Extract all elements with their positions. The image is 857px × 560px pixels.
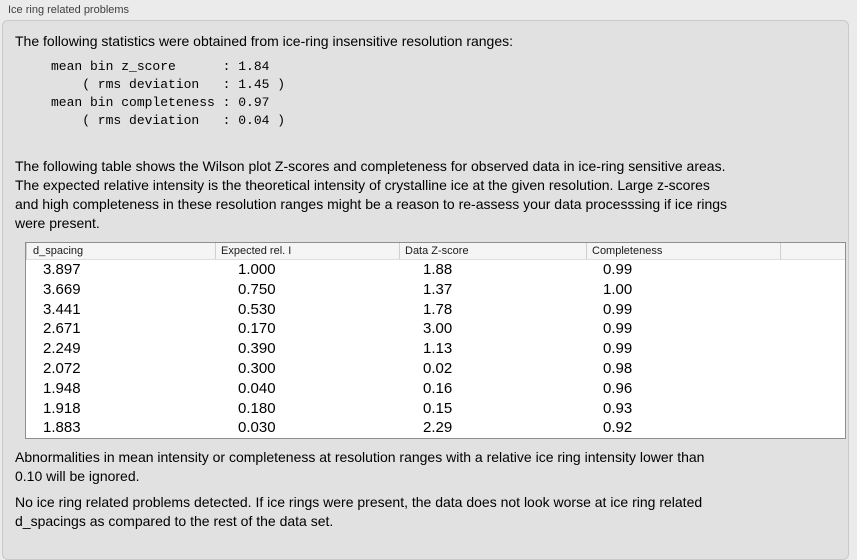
table-cell: 0.390	[238, 340, 276, 358]
table-cell: 2.249	[43, 340, 81, 358]
column-header-expected-rel-i[interactable]: Expected rel. I	[215, 243, 399, 259]
table-cell: 0.92	[603, 419, 633, 437]
table-cell: 3.669	[43, 280, 81, 298]
table-cell-empty	[780, 260, 845, 280]
conclusion-text: No ice ring related problems detected. I…	[15, 494, 703, 530]
section-title: Ice ring related problems	[8, 4, 130, 16]
table-cell: 0.180	[238, 399, 276, 417]
table-cell: 3.897	[43, 261, 81, 278]
stats-block: mean bin z_score : 1.84 ( rms deviation …	[51, 59, 286, 128]
table-cell: 1.88	[423, 261, 453, 278]
table-cell: 0.15	[423, 399, 453, 417]
table-cell: 0.16	[423, 379, 453, 397]
table-cell: 0.99	[603, 261, 633, 278]
ignore-note-text: Abnormalities in mean intensity or compl…	[15, 449, 705, 485]
table-cell: 0.98	[603, 359, 633, 377]
table-cell-empty	[780, 300, 845, 320]
table-cell-empty	[780, 399, 845, 419]
table-cell: 1.000	[238, 261, 276, 278]
table-row[interactable]: 2.249 0.390 1.13 0.99	[26, 339, 845, 359]
table-row[interactable]: 3.669 0.750 1.37 1.00	[26, 280, 845, 300]
table-cell: 3.441	[43, 300, 81, 318]
table-cell: 0.170	[238, 320, 276, 338]
table-cell-empty	[780, 418, 845, 438]
table-row[interactable]: 3.897 1.000 1.88 0.99	[26, 260, 845, 280]
table-cell-empty	[780, 339, 845, 359]
table-cell: 1.918	[43, 399, 81, 417]
table-cell: 2.671	[43, 320, 81, 338]
table-header-row: d_spacing Expected rel. I Data Z-score Comp…	[26, 243, 845, 260]
table-cell: 0.99	[603, 300, 633, 318]
table-cell: 0.530	[238, 300, 276, 318]
table-cell: 0.040	[238, 379, 276, 397]
table-cell: 1.78	[423, 300, 453, 318]
ice-ring-table: d_spacing Expected rel. I Data Z-score Comp…	[25, 242, 846, 440]
table-cell: 0.750	[238, 280, 276, 298]
table-intro-text: The following table shows the Wilson plo…	[15, 158, 728, 231]
table-cell: 0.99	[603, 340, 633, 358]
table-row[interactable]: 3.441 0.530 1.78 0.99	[26, 300, 845, 320]
table-row[interactable]: 1.883 0.030 2.29 0.92	[26, 418, 845, 438]
table-cell: 0.030	[238, 419, 276, 437]
table-cell: 0.99	[603, 320, 633, 338]
table-cell: 2.072	[43, 359, 81, 377]
table-cell: 1.13	[423, 340, 453, 358]
stats-intro-text: The following statistics were obtained f…	[15, 33, 514, 49]
table-cell-empty	[780, 319, 845, 339]
table-cell: 1.948	[43, 379, 81, 397]
table-row[interactable]: 2.671 0.170 3.00 0.99	[26, 319, 845, 339]
table-cell: 3.00	[423, 320, 453, 338]
table-row[interactable]: 1.948 0.040 0.16 0.96	[26, 379, 845, 399]
table-cell: 1.00	[603, 280, 633, 298]
table-cell: 1.37	[423, 280, 453, 298]
column-header-completeness[interactable]: Completeness	[586, 243, 780, 259]
column-header-data-z-score[interactable]: Data Z-score	[399, 243, 586, 259]
table-cell: 0.93	[603, 399, 633, 417]
table-cell: 2.29	[423, 419, 453, 437]
table-cell-empty	[780, 280, 845, 300]
table-row[interactable]: 1.918 0.180 0.15 0.93	[26, 399, 845, 419]
table-cell: 0.300	[238, 359, 276, 377]
table-cell: 0.02	[423, 359, 453, 377]
table-body: 3.897 1.000 1.88 0.99 3.669 0.750 1.37 1.00 3.44…	[26, 260, 845, 438]
ice-rings-panel: The following statistics were obtained f…	[2, 20, 849, 560]
table-row[interactable]: 2.072 0.300 0.02 0.98	[26, 359, 845, 379]
column-header-blank[interactable]	[780, 243, 845, 259]
table-cell: 1.883	[43, 419, 81, 437]
table-cell: 0.96	[603, 379, 633, 397]
table-cell-empty	[780, 379, 845, 399]
table-cell-empty	[780, 359, 845, 379]
column-header-d-spacing[interactable]: d_spacing	[26, 243, 215, 259]
